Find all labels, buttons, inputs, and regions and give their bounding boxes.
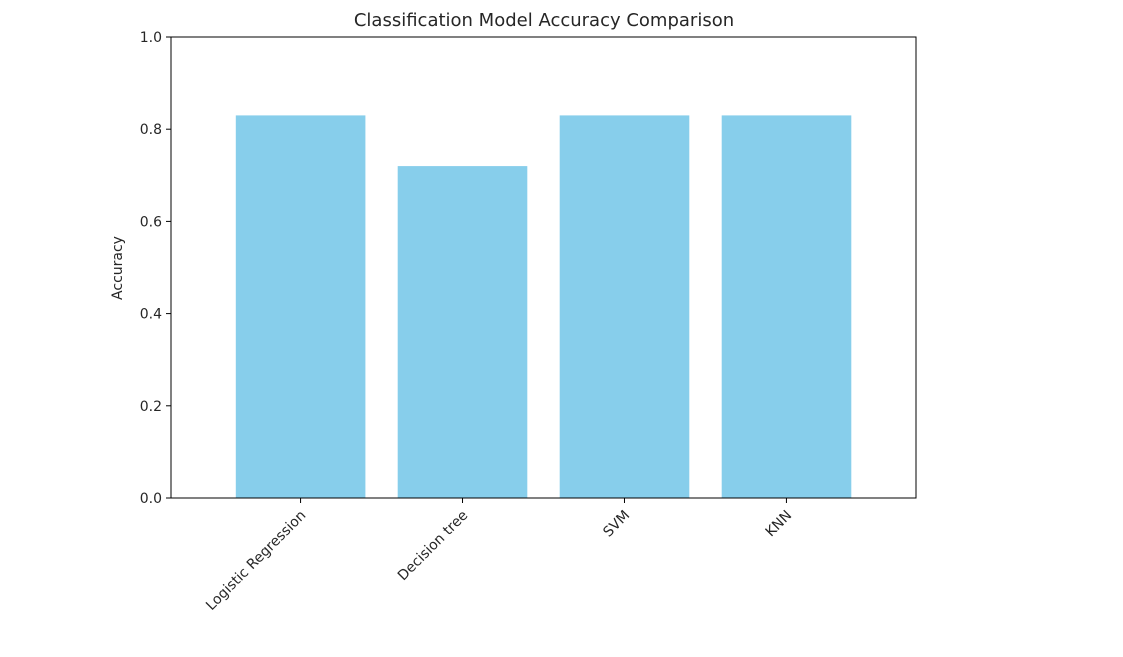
bar-svm bbox=[559, 115, 690, 499]
bar-logistic-regression bbox=[235, 115, 366, 499]
y-axis-label: Accuracy bbox=[110, 236, 126, 300]
x-tick-label: Decision tree bbox=[395, 508, 472, 585]
plot-area: Logistic Regression Decision tree SVM KNN 0.… bbox=[140, 30, 917, 614]
x-tick-label: Logistic Regression bbox=[203, 508, 309, 614]
y-tick-label: 0.4 bbox=[140, 307, 162, 323]
y-tick-label: 0.2 bbox=[140, 399, 162, 415]
bar-decision-tree bbox=[397, 166, 528, 498]
bar-knn bbox=[721, 115, 852, 499]
x-tick-label: SVM bbox=[600, 508, 633, 541]
chart-title: Classification Model Accuracy Comparison bbox=[354, 10, 734, 31]
y-tick-label: 0.6 bbox=[140, 214, 162, 230]
y-tick-label: 1.0 bbox=[140, 30, 162, 46]
x-tick-label: KNN bbox=[763, 508, 796, 541]
y-tick-label: 0.0 bbox=[140, 491, 162, 507]
axes-frame bbox=[170, 36, 917, 499]
y-tick-label: 0.8 bbox=[140, 122, 162, 138]
